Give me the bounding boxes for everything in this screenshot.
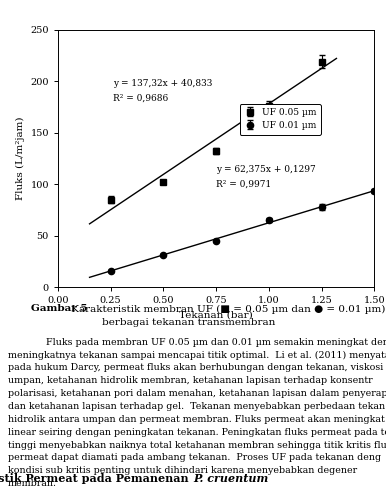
- Text: dan ketahanan lapisan terhadap gel.  Tekanan menyebabkan perbedaan tekan: dan ketahanan lapisan terhadap gel. Teka…: [8, 402, 385, 411]
- Text: y = 62,375x + 0,1297: y = 62,375x + 0,1297: [216, 165, 316, 174]
- Text: meningkatnya tekanan sampai mencapai titik optimal.  Li et al. (2011) menyatak: meningkatnya tekanan sampai mencapai tit…: [8, 350, 386, 359]
- Text: Karakteristik Permeat pada Pemanenan: Karakteristik Permeat pada Pemanenan: [0, 473, 193, 484]
- Y-axis label: Fluks (L/m²jam): Fluks (L/m²jam): [16, 117, 25, 200]
- Text: tinggi menyebabkan naiknya total ketahanan membran sehingga titik kritis flu: tinggi menyebabkan naiknya total ketahan…: [8, 441, 386, 449]
- Text: kondisi sub kritis penting untuk dihindari karena menyebabkan degener: kondisi sub kritis penting untuk dihinda…: [8, 466, 357, 475]
- Text: umpan, ketahanan hidrolik membran, ketahanan lapisan terhadap konsentr: umpan, ketahanan hidrolik membran, ketah…: [8, 376, 372, 385]
- Text: membran.: membran.: [8, 479, 57, 488]
- Text: Fluks pada membran UF 0.05 µm dan 0.01 µm semakin meningkat deng: Fluks pada membran UF 0.05 µm dan 0.01 µ…: [46, 338, 386, 346]
- Text: pada hukum Darcy, permeat fluks akan berhubungan dengan tekanan, viskosi: pada hukum Darcy, permeat fluks akan ber…: [8, 363, 383, 372]
- Text: hidrolik antara umpan dan permeat membran. Fluks permeat akan meningkat sec: hidrolik antara umpan dan permeat membra…: [8, 415, 386, 424]
- Text: P. cruentum: P. cruentum: [193, 473, 268, 484]
- Legend: UF 0.05 µm, UF 0.01 µm: UF 0.05 µm, UF 0.01 µm: [240, 104, 321, 135]
- Text: R² = 0,9971: R² = 0,9971: [216, 179, 271, 188]
- Text: berbagai tekanan transmembran: berbagai tekanan transmembran: [102, 318, 276, 327]
- Text: y = 137,32x + 40,833: y = 137,32x + 40,833: [113, 79, 212, 88]
- Text: polarisasi, ketahanan pori dalam menahan, ketahanan lapisan dalam penyerap: polarisasi, ketahanan pori dalam menahan…: [8, 389, 386, 398]
- Text: linear seiring dengan peningkatan tekanan. Peningkatan fluks permeat pada tekan: linear seiring dengan peningkatan tekana…: [8, 428, 386, 437]
- Text: R² = 0,9686: R² = 0,9686: [113, 94, 168, 103]
- Text: permeat dapat diamati pada ambang tekanan.  Proses UF pada tekanan deng: permeat dapat diamati pada ambang tekana…: [8, 453, 381, 462]
- X-axis label: Tekanan (bar): Tekanan (bar): [179, 311, 253, 320]
- Text: Karakteristik membran UF (■ = 0.05 µm dan ● = 0.01 µm) pada: Karakteristik membran UF (■ = 0.05 µm da…: [68, 304, 386, 313]
- Text: Gambar 5: Gambar 5: [31, 304, 87, 313]
